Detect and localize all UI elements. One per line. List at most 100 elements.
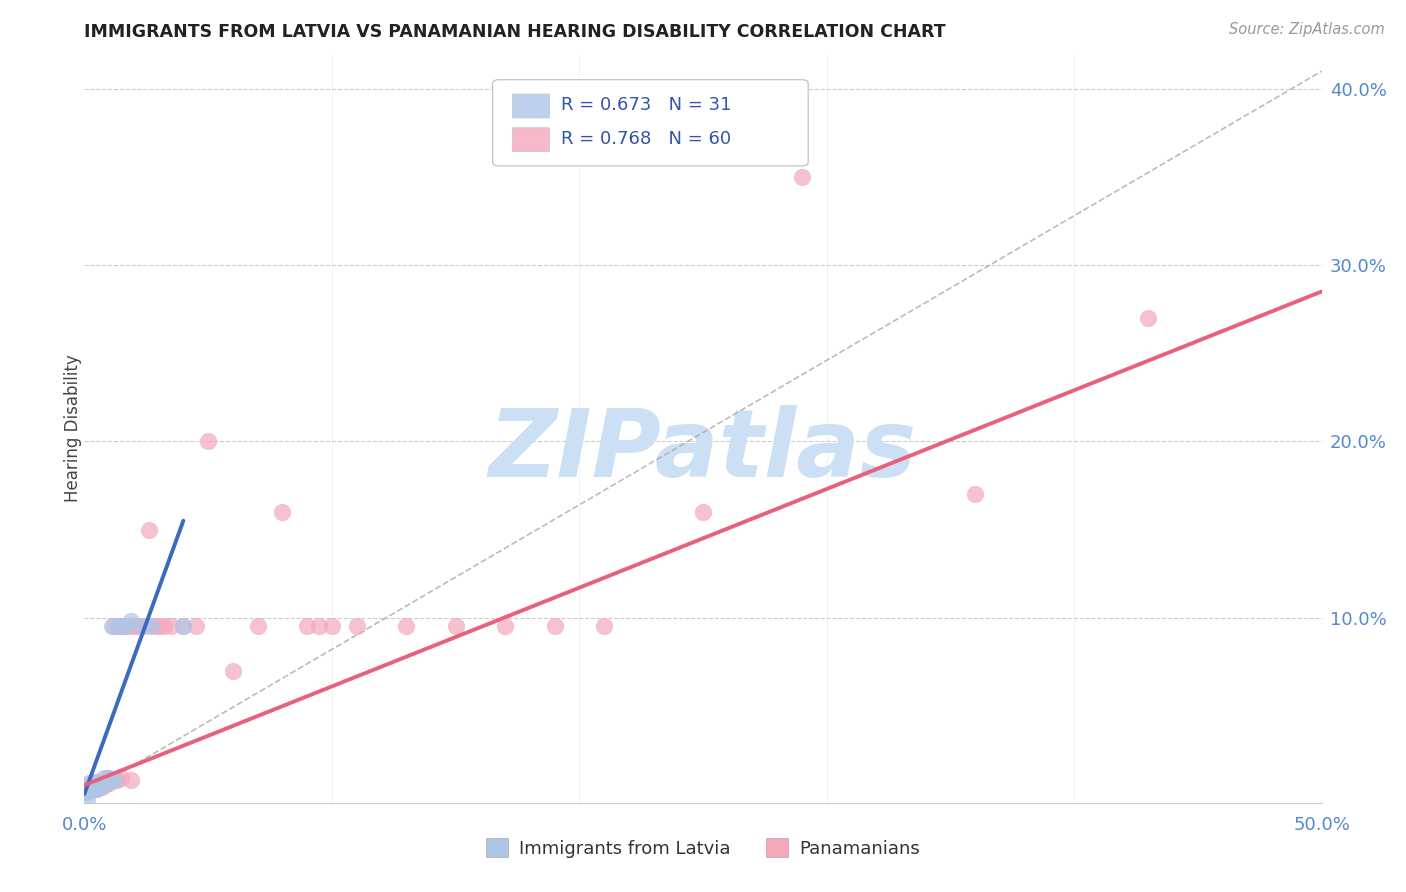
Point	[197, 434, 219, 449]
Point	[141, 619, 163, 633]
Point	[308, 619, 330, 633]
Point	[79, 783, 101, 797]
Text: R = 0.768   N = 60: R = 0.768 N = 60	[561, 130, 731, 148]
Point	[93, 778, 115, 792]
Point	[184, 619, 207, 633]
Point	[90, 778, 112, 792]
Point	[395, 619, 418, 633]
Point	[692, 505, 714, 519]
Point	[93, 774, 115, 789]
FancyBboxPatch shape	[512, 128, 550, 152]
Point	[112, 619, 135, 633]
Point	[80, 780, 103, 794]
Point	[172, 619, 194, 633]
Text: Source: ZipAtlas.com: Source: ZipAtlas.com	[1229, 22, 1385, 37]
Point	[76, 781, 98, 796]
Point	[295, 619, 318, 633]
Point	[93, 771, 115, 785]
Point	[79, 780, 101, 794]
Point	[76, 792, 98, 806]
Point	[79, 783, 101, 797]
Point	[148, 619, 170, 633]
Point	[83, 774, 105, 789]
Point	[98, 776, 121, 790]
Point	[80, 781, 103, 796]
Point	[86, 774, 108, 789]
Point	[83, 781, 105, 796]
Point	[122, 619, 145, 633]
Point	[76, 785, 98, 799]
Point	[346, 619, 368, 633]
Point	[98, 772, 121, 787]
Point	[96, 774, 118, 789]
Point	[93, 776, 115, 790]
Point	[80, 783, 103, 797]
Point	[321, 619, 343, 633]
Point	[965, 487, 987, 501]
FancyBboxPatch shape	[492, 79, 808, 166]
Point	[83, 781, 105, 796]
Point	[90, 774, 112, 789]
Point	[128, 619, 150, 633]
Point	[132, 619, 155, 633]
Point	[103, 619, 125, 633]
Point	[79, 776, 101, 790]
Point	[160, 619, 183, 633]
FancyBboxPatch shape	[512, 94, 550, 118]
Point	[90, 780, 112, 794]
Point	[86, 778, 108, 792]
Point	[98, 771, 121, 785]
Point	[115, 619, 138, 633]
Point	[105, 772, 128, 787]
Point	[83, 778, 105, 792]
Point	[118, 619, 141, 633]
Point	[100, 619, 122, 633]
Point	[790, 169, 813, 184]
Point	[76, 781, 98, 796]
Y-axis label: Hearing Disability: Hearing Disability	[65, 354, 82, 502]
Point	[90, 774, 112, 789]
Point	[112, 619, 135, 633]
Point	[80, 776, 103, 790]
Point	[86, 781, 108, 796]
Point	[108, 619, 131, 633]
Point	[96, 771, 118, 785]
Point	[89, 780, 111, 794]
Point	[96, 776, 118, 790]
Legend: Immigrants from Latvia, Panamanians: Immigrants from Latvia, Panamanians	[479, 831, 927, 865]
Point	[593, 619, 616, 633]
Text: R = 0.673   N = 31: R = 0.673 N = 31	[561, 96, 731, 114]
Point	[172, 619, 194, 633]
Point	[89, 776, 111, 790]
Point	[120, 772, 142, 787]
Point	[494, 619, 516, 633]
Point	[86, 780, 108, 794]
Point	[80, 776, 103, 790]
Point	[222, 664, 245, 678]
Point	[108, 619, 131, 633]
Point	[444, 619, 467, 633]
Text: ZIPatlas: ZIPatlas	[489, 405, 917, 497]
Point	[86, 778, 108, 792]
Point	[80, 780, 103, 794]
Point	[80, 783, 103, 797]
Point	[142, 619, 165, 633]
Point	[120, 614, 142, 628]
Point	[89, 780, 111, 794]
Point	[152, 619, 174, 633]
Point	[86, 774, 108, 789]
Point	[100, 772, 122, 787]
Point	[83, 778, 105, 792]
Point	[1137, 310, 1160, 325]
Text: IMMIGRANTS FROM LATVIA VS PANAMANIAN HEARING DISABILITY CORRELATION CHART: IMMIGRANTS FROM LATVIA VS PANAMANIAN HEA…	[84, 23, 946, 41]
Point	[129, 619, 152, 633]
Point	[138, 523, 160, 537]
Point	[76, 785, 98, 799]
Point	[271, 505, 294, 519]
Point	[543, 619, 565, 633]
Point	[79, 778, 101, 792]
Point	[103, 772, 125, 787]
Point	[79, 780, 101, 794]
Point	[110, 771, 132, 785]
Point	[246, 619, 269, 633]
